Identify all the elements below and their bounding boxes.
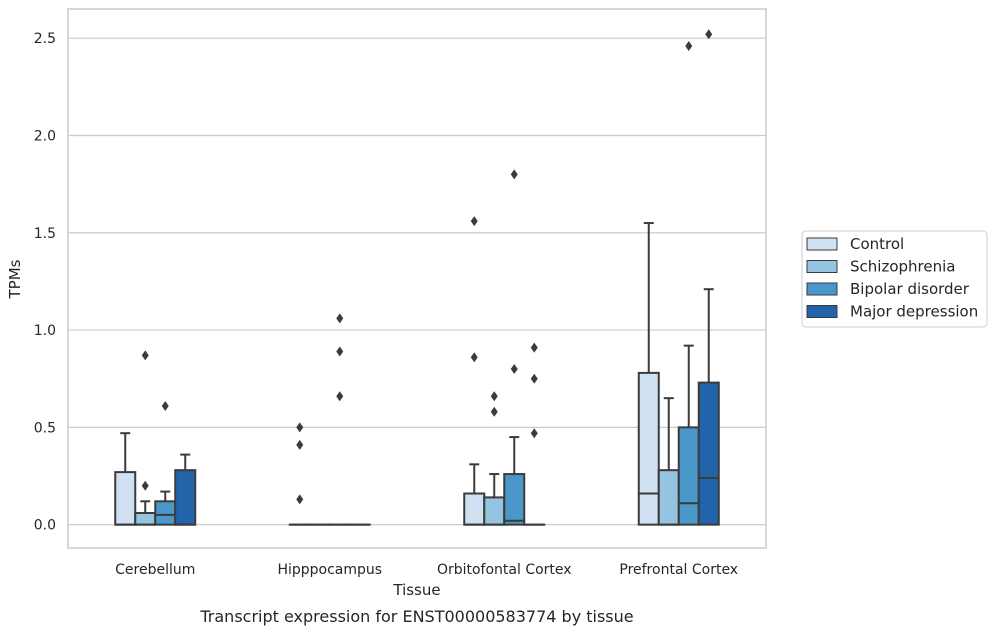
outlier-point (685, 40, 693, 51)
box-body (174, 469, 197, 526)
box-mark (677, 40, 700, 526)
box-mark (134, 350, 157, 526)
outlier-point (296, 422, 304, 433)
y-tick-label: 1.0 (34, 323, 56, 339)
x-tick-label: Hipppocampus (277, 562, 382, 578)
legend-label: Bipolar disorder (850, 280, 970, 298)
box-mark (697, 29, 720, 526)
outlier-point (296, 439, 304, 450)
y-axis-label: TPMs (6, 259, 24, 299)
outlier-point (510, 363, 518, 374)
x-tick-label: Cerebellum (115, 562, 195, 578)
box-mark (483, 391, 506, 526)
legend-label: Control (850, 235, 904, 253)
box-mark (174, 453, 197, 526)
x-tick-label: Orbitofontal Cortex (437, 562, 572, 578)
series-group (154, 40, 700, 526)
outlier-point (161, 400, 169, 411)
gridlines (68, 37, 766, 526)
box-mark (328, 313, 351, 526)
box-body (657, 469, 680, 526)
legend-label: Schizophrenia (850, 258, 955, 276)
series-group (134, 350, 680, 526)
legend-label: Major depression (850, 303, 978, 321)
box-mark (503, 169, 526, 526)
y-tick-label: 2.5 (34, 31, 56, 47)
outlier-point (336, 346, 344, 357)
y-tick-labels: 0.0 0.5 1.0 1.5 2.0 2.5 (34, 31, 56, 533)
legend-frame (801, 230, 988, 328)
chart-caption: Transcript expression for ENST0000058377… (199, 607, 633, 626)
legend-swatch (806, 282, 838, 296)
x-tick-labels: Cerebellum Hipppocampus Orbitofontal Corte… (115, 562, 738, 578)
legend-swatch (806, 237, 838, 251)
box-body (154, 500, 177, 526)
box-mark (657, 397, 680, 526)
outlier-point (510, 169, 518, 180)
legend: Control Schizophrenia Bipolar disorder Majo… (801, 230, 988, 328)
plot-frame (67, 8, 767, 549)
series-group (174, 29, 720, 526)
outlier-point (530, 428, 538, 439)
y-tick-label: 1.5 (34, 226, 56, 242)
legend-swatch (806, 305, 838, 318)
y-tick-label: 0.5 (34, 420, 56, 436)
box-body (483, 496, 506, 526)
box-series-group (114, 29, 720, 526)
outlier-point (141, 350, 149, 361)
box-body (463, 492, 486, 526)
outlier-point (530, 373, 538, 384)
x-tick-label: Prefrontal Cortex (619, 562, 738, 578)
box-mark (154, 400, 177, 526)
outlier-point (296, 494, 304, 505)
box-body (114, 471, 137, 526)
outlier-point (470, 352, 478, 363)
outlier-point (490, 406, 498, 417)
outlier-point (141, 480, 149, 491)
box-mark (114, 432, 137, 526)
series-group (114, 216, 660, 526)
box-body (677, 426, 700, 526)
y-tick-label: 0.0 (34, 518, 56, 534)
outlier-point (705, 29, 713, 40)
box-body (503, 473, 526, 526)
outlier-point (336, 313, 344, 324)
box-mark (463, 216, 486, 526)
box-body (697, 381, 720, 526)
y-tick-label: 2.0 (34, 128, 56, 144)
outlier-point (530, 342, 538, 353)
box-mark (523, 342, 546, 526)
box-body (637, 371, 660, 526)
box-mark (288, 422, 311, 526)
box-body (134, 511, 157, 526)
x-axis-label: Tissue (392, 581, 440, 599)
outlier-point (490, 391, 498, 402)
box-mark (637, 222, 660, 526)
legend-swatch (806, 260, 838, 273)
outlier-point (336, 391, 344, 402)
outlier-point (470, 216, 478, 227)
